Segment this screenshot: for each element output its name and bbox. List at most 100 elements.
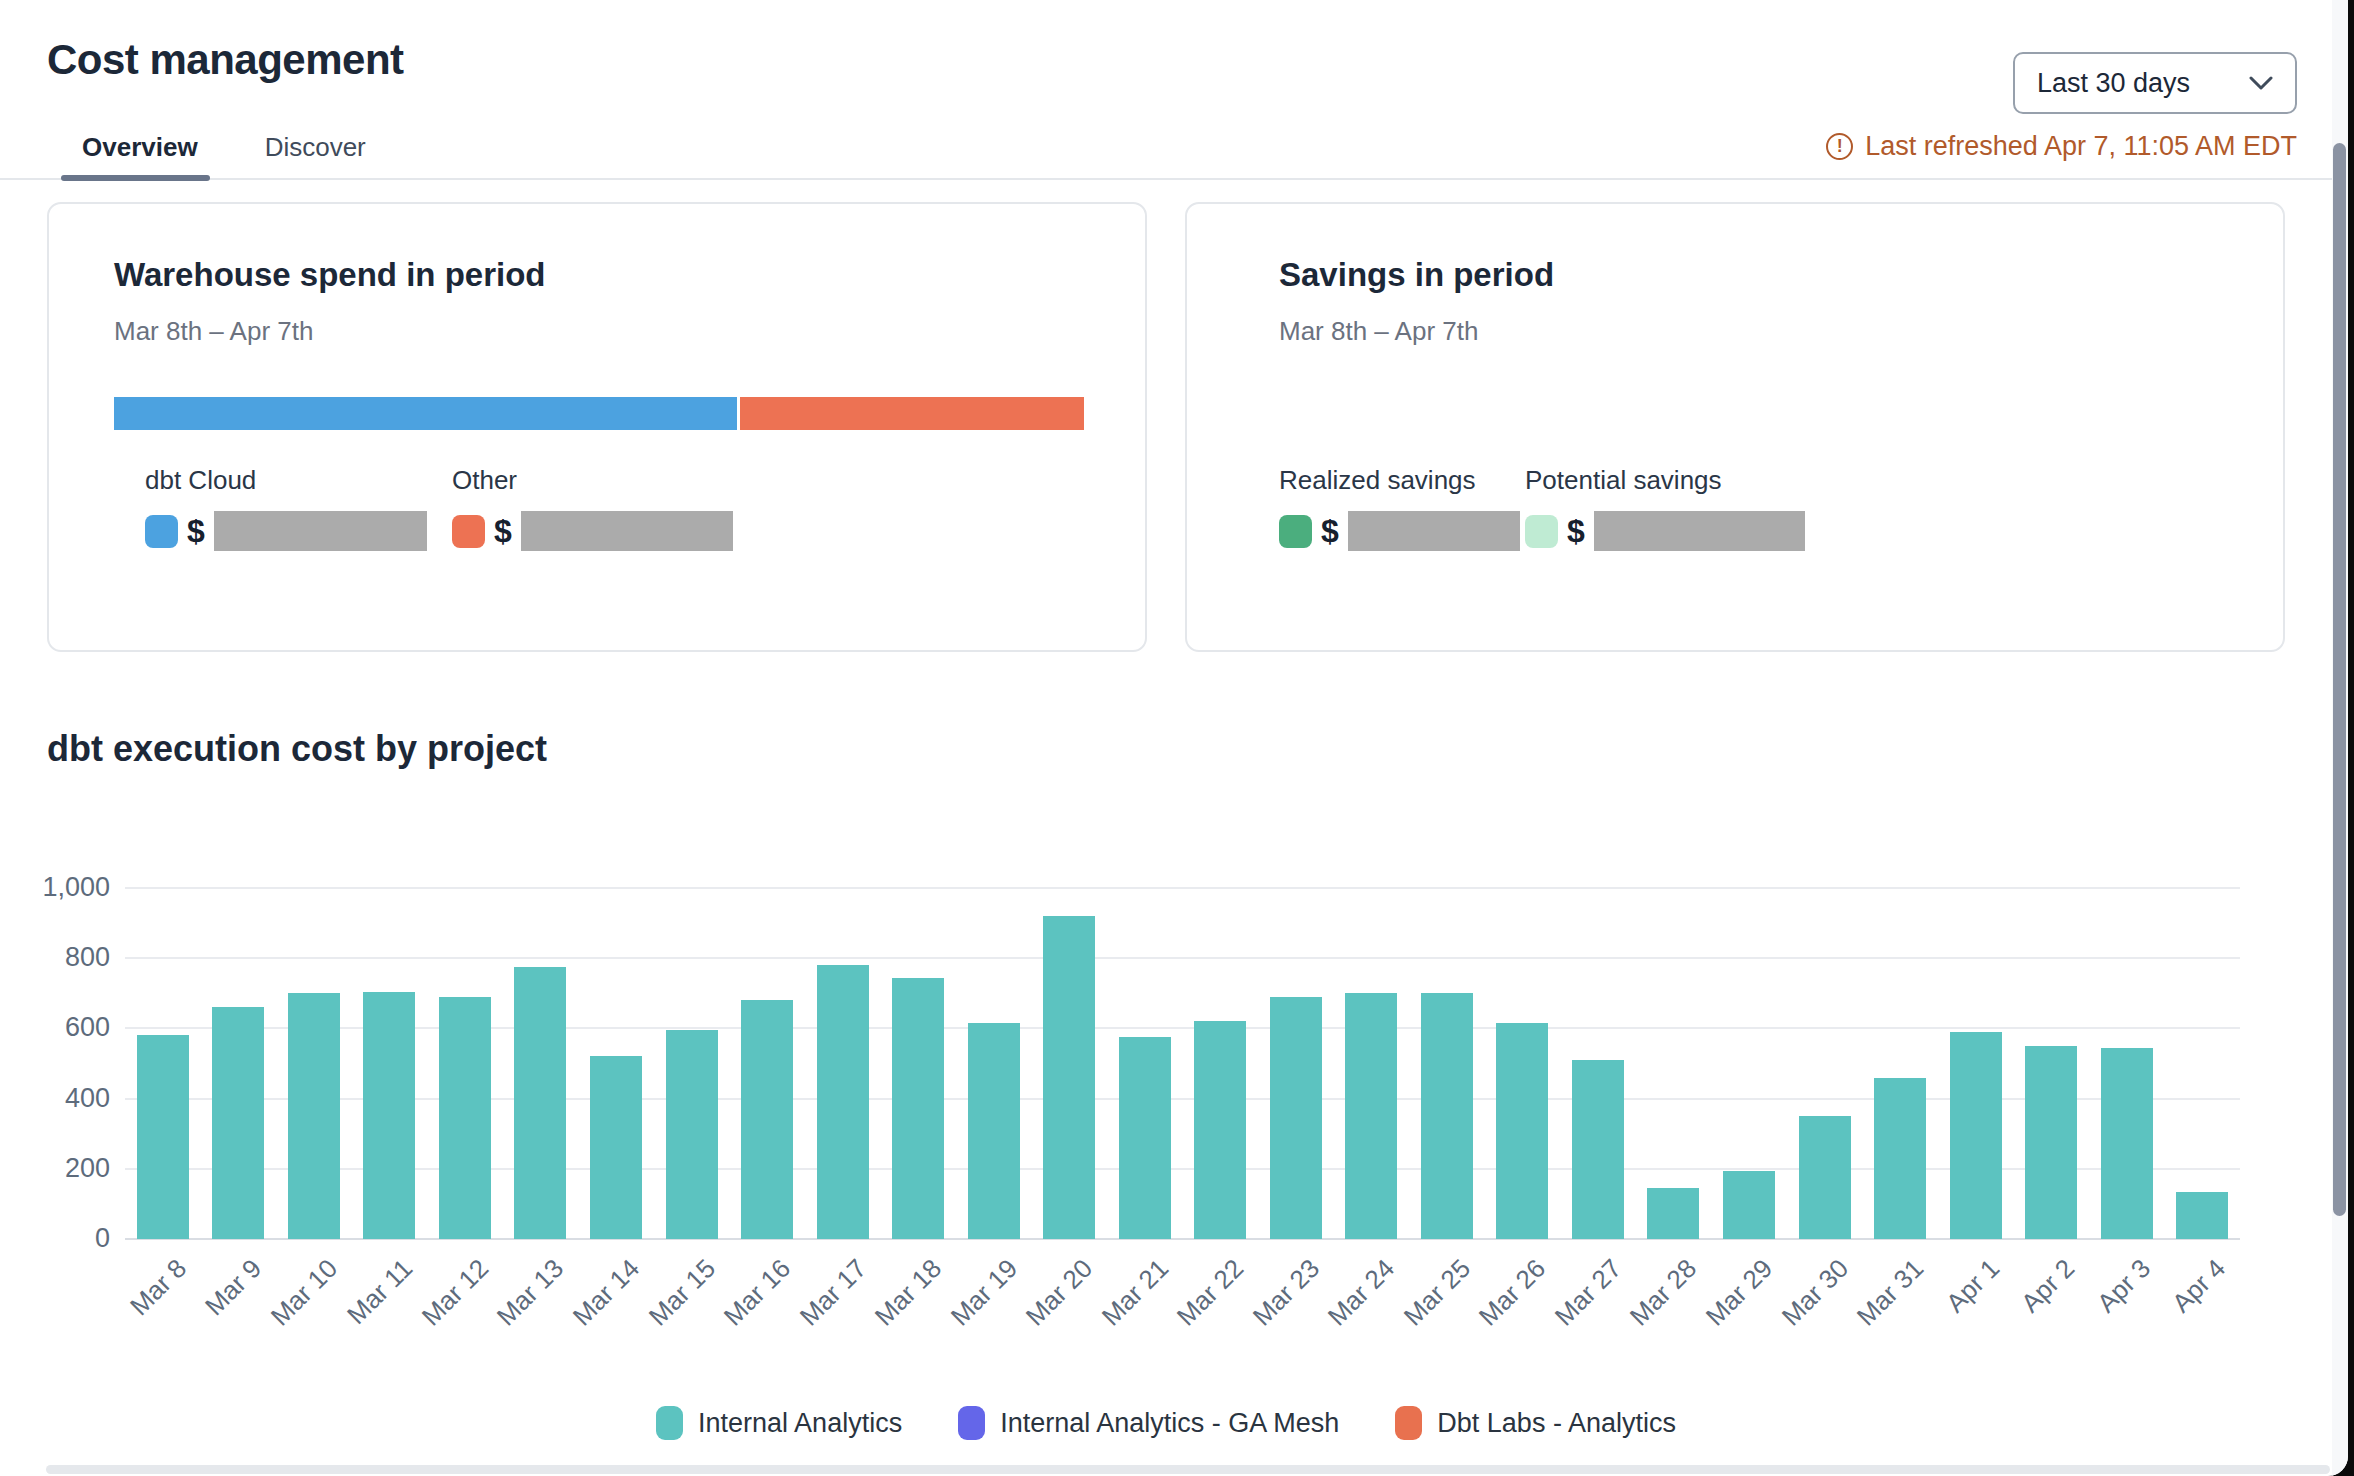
redacted-value — [1348, 511, 1520, 551]
currency-symbol: $ — [494, 513, 512, 550]
bar-mar-18[interactable] — [892, 978, 944, 1239]
savings-group-potential: Potential savings $ — [1525, 465, 1805, 551]
x-tick-label-mar-26: Mar 26 — [1473, 1253, 1552, 1332]
chart-legend: Internal Analytics Internal Analytics - G… — [0, 1406, 2332, 1440]
tabs-divider — [0, 178, 2348, 180]
legend-swatch — [656, 1406, 683, 1440]
bar-apr-1[interactable] — [1950, 1032, 2002, 1239]
x-tick-label-mar-24: Mar 24 — [1322, 1253, 1401, 1332]
bar-mar-14[interactable] — [590, 1056, 642, 1239]
x-tick-label-apr-4: Apr 4 — [2166, 1253, 2232, 1319]
legend-item-dbt-labs-analytics[interactable]: Dbt Labs - Analytics — [1395, 1406, 1676, 1440]
bar-mar-19[interactable] — [968, 1023, 1020, 1239]
bar-mar-17[interactable] — [817, 965, 869, 1239]
warehouse-spend-daterange: Mar 8th – Apr 7th — [114, 316, 1085, 347]
y-tick-label: 600 — [65, 1012, 110, 1043]
savings-daterange: Mar 8th – Apr 7th — [1279, 316, 2223, 347]
y-tick-label: 0 — [95, 1223, 110, 1254]
redacted-value — [521, 511, 733, 551]
legend-swatch — [958, 1406, 985, 1440]
bar-mar-13[interactable] — [514, 967, 566, 1239]
potential-savings-swatch — [1525, 515, 1558, 548]
bar-mar-22[interactable] — [1194, 1021, 1246, 1239]
redacted-value — [1594, 511, 1805, 551]
bar-chart-plot-area — [125, 888, 2240, 1239]
bar-mar-10[interactable] — [288, 993, 340, 1239]
vertical-scrollbar-track[interactable] — [2332, 0, 2348, 1476]
bar-mar-25[interactable] — [1421, 993, 1473, 1239]
y-axis: 02004006008001,000 — [0, 888, 110, 1239]
legend-item-internal-analytics[interactable]: Internal Analytics — [656, 1406, 902, 1440]
x-tick-label-mar-18: Mar 18 — [869, 1253, 948, 1332]
vertical-scrollbar-thumb[interactable] — [2333, 143, 2346, 1216]
spend-segment-dbt-cloud[interactable] — [114, 397, 737, 430]
warehouse-spend-title: Warehouse spend in period — [114, 256, 1085, 294]
x-tick-label-mar-25: Mar 25 — [1398, 1253, 1477, 1332]
x-tick-label-mar-11: Mar 11 — [342, 1253, 420, 1331]
bar-mar-20[interactable] — [1043, 916, 1095, 1239]
period-dropdown[interactable]: Last 30 days — [2013, 52, 2297, 114]
x-tick-label-mar-14: Mar 14 — [567, 1253, 646, 1332]
bar-mar-16[interactable] — [741, 1000, 793, 1239]
bar-mar-15[interactable] — [666, 1030, 718, 1239]
x-tick-label-mar-27: Mar 27 — [1549, 1253, 1628, 1332]
savings-legend: Realized savings $ Potential savings $ — [1279, 465, 2223, 551]
x-tick-label-mar-16: Mar 16 — [718, 1253, 797, 1332]
tab-discover[interactable]: Discover — [265, 132, 366, 163]
x-tick-label-mar-9: Mar 9 — [199, 1253, 268, 1322]
legend-item-internal-analytics-ga-mesh[interactable]: Internal Analytics - GA Mesh — [958, 1406, 1339, 1440]
legend-label: Internal Analytics — [698, 1408, 902, 1439]
period-dropdown-value: Last 30 days — [2037, 68, 2190, 99]
refresh-notice-text: Last refreshed Apr 7, 11:05 AM EDT — [1865, 131, 2297, 162]
bar-mar-29[interactable] — [1723, 1171, 1775, 1239]
bar-mar-31[interactable] — [1874, 1078, 1926, 1239]
bar-mar-30[interactable] — [1799, 1116, 1851, 1239]
currency-symbol: $ — [1567, 513, 1585, 550]
bar-apr-2[interactable] — [2025, 1046, 2077, 1239]
gridline-800 — [125, 957, 2240, 959]
spend-legend-group-dbt-cloud: dbt Cloud $ — [145, 465, 452, 551]
bar-mar-28[interactable] — [1647, 1188, 1699, 1239]
tab-overview[interactable]: Overview — [82, 132, 198, 163]
x-axis: Mar 8Mar 9Mar 10Mar 11Mar 12Mar 13Mar 14… — [125, 1253, 2240, 1343]
x-tick-label-mar-8: Mar 8 — [124, 1253, 193, 1322]
legend-swatch — [1395, 1406, 1422, 1440]
warning-icon: ! — [1826, 133, 1853, 160]
bar-mar-23[interactable] — [1270, 997, 1322, 1239]
x-tick-label-apr-1: Apr 1 — [1940, 1253, 2006, 1319]
savings-legend-label: Realized savings — [1279, 465, 1525, 496]
legend-label: Internal Analytics - GA Mesh — [1000, 1408, 1339, 1439]
bar-mar-11[interactable] — [363, 992, 415, 1239]
y-tick-label: 200 — [65, 1153, 110, 1184]
x-tick-label-mar-28: Mar 28 — [1624, 1253, 1703, 1332]
bar-mar-24[interactable] — [1345, 993, 1397, 1239]
x-tick-label-mar-21: Mar 21 — [1095, 1253, 1174, 1332]
page-title: Cost management — [47, 36, 404, 84]
horizontal-scrollbar-thumb[interactable] — [46, 1465, 2330, 1474]
chevron-down-icon — [2249, 76, 2273, 91]
bar-mar-12[interactable] — [439, 997, 491, 1239]
savings-legend-label: Potential savings — [1525, 465, 1805, 496]
x-tick-label-apr-2: Apr 2 — [2015, 1253, 2081, 1319]
legend-label: Dbt Labs - Analytics — [1437, 1408, 1676, 1439]
bar-mar-21[interactable] — [1119, 1037, 1171, 1239]
bar-mar-8[interactable] — [137, 1035, 189, 1239]
x-tick-label-mar-20: Mar 20 — [1020, 1253, 1099, 1332]
x-tick-label-apr-3: Apr 3 — [2091, 1253, 2157, 1319]
y-tick-label: 400 — [65, 1083, 110, 1114]
x-tick-label-mar-30: Mar 30 — [1775, 1253, 1854, 1332]
bar-apr-4[interactable] — [2176, 1192, 2228, 1239]
bar-mar-26[interactable] — [1496, 1023, 1548, 1239]
dbt-cloud-swatch — [145, 515, 178, 548]
bar-mar-9[interactable] — [212, 1007, 264, 1239]
bar-mar-27[interactable] — [1572, 1060, 1624, 1239]
x-tick-label-mar-31: Mar 31 — [1851, 1253, 1930, 1332]
x-tick-label-mar-17: Mar 17 — [793, 1253, 872, 1332]
currency-symbol: $ — [1321, 513, 1339, 550]
cost-management-page: Cost management Last 30 days ! Last refr… — [0, 0, 2348, 1476]
spend-legend-label: Other — [452, 465, 733, 496]
bar-apr-3[interactable] — [2101, 1048, 2153, 1239]
x-tick-label-mar-12: Mar 12 — [416, 1253, 495, 1332]
spend-segment-other[interactable] — [740, 397, 1084, 430]
refresh-notice: ! Last refreshed Apr 7, 11:05 AM EDT — [1826, 128, 2297, 164]
